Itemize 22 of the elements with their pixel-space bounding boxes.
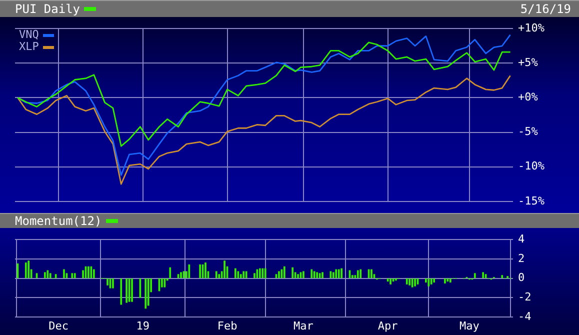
- x-tick-label: May: [460, 319, 480, 332]
- y-tick-label: 2: [518, 252, 525, 265]
- y-tick-label: +0%: [518, 90, 538, 104]
- y-tick-label: 0: [518, 271, 525, 284]
- y-tick-label: +5%: [518, 56, 538, 70]
- x-tick-label: Dec: [48, 319, 68, 332]
- x-tick-label: 19: [136, 319, 150, 332]
- x-tick-label: Feb: [217, 319, 238, 332]
- y-tick-label: -5%: [518, 125, 538, 138]
- legend-label: VNQ: [19, 28, 39, 41]
- chart-title: PUI Daily: [15, 2, 80, 16]
- y-tick-label: -2: [518, 290, 532, 304]
- y-tick-label: -4: [518, 310, 532, 323]
- x-tick-label: Apr: [378, 319, 398, 332]
- y-tick-label: +10%: [518, 21, 545, 34]
- chart-title: Momentum(12): [15, 214, 102, 228]
- y-tick-label: 4: [518, 232, 525, 246]
- text: 5/16/19: [520, 2, 571, 16]
- x-tick-label: Mar: [294, 319, 314, 332]
- y-tick-label: -15%: [518, 194, 545, 208]
- y-tick-label: -10%: [518, 160, 545, 173]
- legend-label: XLP: [19, 40, 39, 53]
